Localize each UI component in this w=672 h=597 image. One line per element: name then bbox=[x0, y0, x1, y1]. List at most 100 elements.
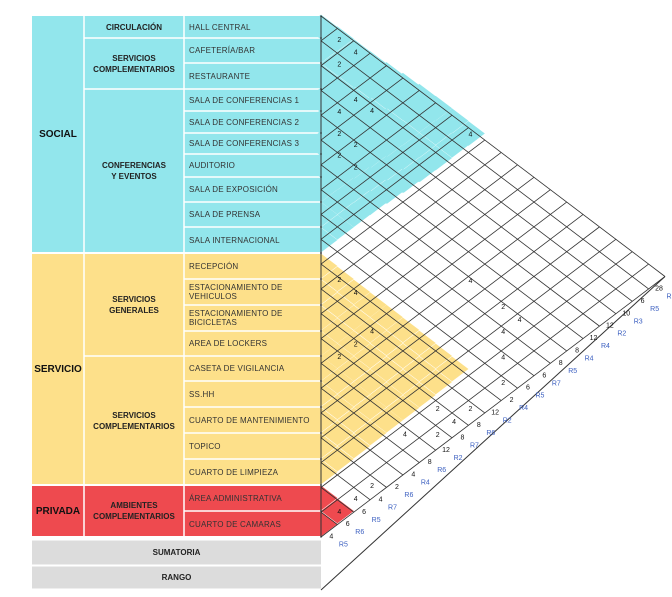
matrix-cell bbox=[435, 254, 469, 280]
rank-value: R5 bbox=[339, 542, 348, 549]
sum-value: 4 bbox=[411, 472, 415, 479]
group-label: SERVICIOS COMPLEMENTARIOS bbox=[93, 410, 175, 431]
matrix-cell bbox=[321, 420, 354, 446]
matrix-cell bbox=[353, 343, 387, 369]
matrix-cell bbox=[468, 330, 502, 356]
matrix-cell bbox=[501, 306, 534, 332]
grid-line-up bbox=[320, 40, 355, 66]
matrix-cell bbox=[484, 269, 518, 295]
space-label: AUDITORIO bbox=[189, 161, 236, 170]
matrix-cell bbox=[321, 498, 354, 524]
relationship-value: 2 bbox=[436, 406, 440, 413]
matrix-cell bbox=[402, 382, 436, 408]
matrix-cell bbox=[501, 331, 534, 357]
sum-value: 12 bbox=[606, 323, 614, 330]
relationship-value: 4 bbox=[468, 132, 472, 139]
relationship-value: 4 bbox=[452, 419, 456, 426]
matrix-cell bbox=[583, 274, 616, 300]
zone-background-social bbox=[32, 16, 321, 253]
relationship-value: 2 bbox=[337, 354, 341, 361]
matrix-cell bbox=[370, 279, 403, 305]
relationship-value: 2 bbox=[436, 432, 440, 439]
rank-value: R6 bbox=[355, 529, 364, 536]
sum-value: 2 bbox=[510, 397, 514, 404]
matrix-cell bbox=[419, 421, 453, 447]
relationship-value: 2 bbox=[337, 37, 341, 44]
grid-line-up bbox=[320, 127, 469, 240]
space-label: CUARTO DE CAMARAS bbox=[189, 519, 282, 529]
relationship-value: 4 bbox=[518, 317, 522, 324]
matrix-cell bbox=[468, 305, 502, 331]
matrix-cell bbox=[402, 132, 436, 158]
space-label: CASETA DE VIGILANCIA bbox=[189, 364, 285, 373]
rank-value: R7 bbox=[388, 504, 397, 511]
matrix-cell bbox=[452, 369, 485, 395]
matrix-cell bbox=[566, 261, 600, 287]
matrix-cell bbox=[321, 343, 354, 369]
grid-line-down bbox=[320, 462, 371, 501]
relationship-value: 2 bbox=[337, 153, 341, 160]
matrix-cell bbox=[517, 319, 551, 345]
matrix-cell bbox=[550, 222, 584, 248]
matrix-cell bbox=[419, 242, 453, 267]
matrix-cell bbox=[615, 250, 649, 275]
matrix-cell bbox=[501, 184, 534, 210]
matrix-cell bbox=[402, 181, 436, 207]
grid-line-up bbox=[320, 251, 633, 488]
group-label: CONFERENCIAS Y EVENTOS bbox=[101, 161, 166, 181]
matrix-cell bbox=[468, 356, 502, 382]
matrix-cell bbox=[599, 261, 633, 287]
matrix-cell bbox=[533, 332, 567, 358]
sum-value: 6 bbox=[641, 298, 645, 305]
matrix-cell bbox=[353, 420, 387, 446]
matrix-cell bbox=[419, 291, 453, 317]
relationship-value: 4 bbox=[354, 97, 358, 104]
matrix-cell bbox=[484, 293, 518, 319]
matrix-cell bbox=[533, 284, 567, 310]
space-label: ÁREA ADMINISTRATIVA bbox=[189, 493, 282, 503]
sum-value: 8 bbox=[460, 434, 464, 441]
matrix-cell bbox=[566, 235, 600, 261]
sum-value: 2 bbox=[395, 484, 399, 491]
matrix-cell bbox=[321, 292, 354, 318]
matrix-cell bbox=[533, 260, 567, 286]
relationship-value: 2 bbox=[354, 341, 358, 348]
grid-line-up bbox=[320, 152, 502, 290]
grid-line-up bbox=[320, 52, 371, 91]
matrix-cell bbox=[517, 295, 551, 321]
matrix-cell bbox=[370, 382, 403, 408]
matrix-cell bbox=[517, 344, 551, 370]
matrix-cell bbox=[452, 267, 485, 293]
matrix-cell bbox=[321, 472, 354, 498]
matrix-cell bbox=[370, 407, 403, 433]
space-label: ESTACIONAMIENTO DE VEHICULOS bbox=[189, 283, 283, 301]
rank-value: R7 bbox=[552, 380, 561, 387]
relationship-value: 2 bbox=[370, 483, 374, 490]
relationship-value: 4 bbox=[354, 50, 358, 57]
rank-value: R6 bbox=[486, 430, 495, 437]
matrix-cell bbox=[321, 394, 354, 420]
relationship-value: 4 bbox=[370, 108, 374, 115]
relationship-value: 2 bbox=[337, 277, 341, 284]
matrix-cell bbox=[468, 382, 502, 408]
matrix-cell bbox=[435, 330, 469, 356]
space-label: SALA DE PRENSA bbox=[189, 210, 261, 219]
relationship-value: 4 bbox=[468, 278, 472, 285]
space-label: RESTAURANTE bbox=[189, 71, 251, 81]
matrix-cell bbox=[402, 356, 436, 382]
matrix-cell bbox=[370, 433, 403, 459]
space-label: CAFETERÍA/BAR bbox=[189, 46, 256, 55]
sum-value: 8 bbox=[428, 459, 432, 466]
grid-line-down bbox=[320, 412, 404, 476]
matrix-cell bbox=[419, 343, 453, 369]
matrix-cell bbox=[337, 459, 371, 485]
matrix-cell bbox=[370, 356, 403, 382]
grid-bottom-edge bbox=[320, 276, 666, 591]
relationship-value: 4 bbox=[354, 496, 358, 503]
grid-line-down bbox=[320, 363, 436, 451]
grid-line-up bbox=[320, 276, 666, 538]
zone-label-servicio: SERVICIO bbox=[34, 363, 82, 375]
matrix-cell bbox=[566, 286, 600, 312]
rank-value: R5 bbox=[535, 393, 544, 400]
matrix-cell bbox=[583, 248, 616, 274]
